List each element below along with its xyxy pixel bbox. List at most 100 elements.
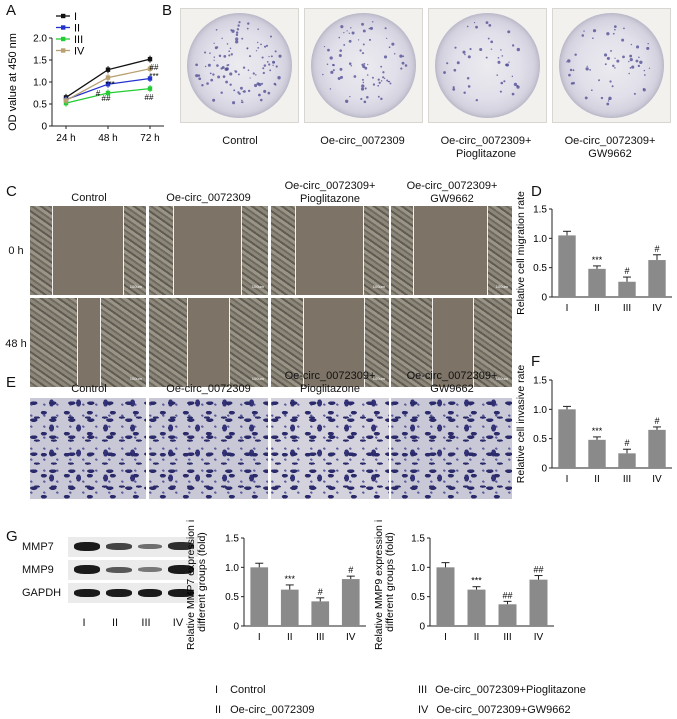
colony-dot [246, 47, 249, 50]
colony-dot [195, 63, 198, 67]
colony-dot [348, 62, 352, 65]
colony-dots [195, 21, 651, 106]
x-tick-label: I [444, 632, 447, 643]
colony-dot [216, 64, 219, 67]
colony-dot [266, 60, 269, 63]
colony-dot [400, 67, 403, 70]
colony-dot [235, 33, 239, 37]
colony-dot [487, 37, 490, 40]
y-tick-label: 0 [419, 622, 425, 633]
x-tick-label: 24 h [56, 133, 75, 144]
x-tick-label: IV [534, 632, 544, 643]
colony-dot [351, 31, 355, 35]
colony-dot [221, 37, 223, 40]
colony-dot [235, 31, 239, 34]
colony-dot [361, 52, 365, 55]
colony-dot [503, 80, 506, 83]
colony-dot [343, 32, 345, 34]
bar [588, 268, 606, 297]
colony-dot [629, 66, 632, 69]
colony-dot [497, 57, 500, 59]
colony-dot [469, 47, 472, 51]
colony-dot [262, 67, 265, 70]
wb-lane-4: IV [172, 617, 184, 629]
y-axis-title: Relative cell migration rate [515, 191, 527, 315]
colony-dot [466, 25, 469, 28]
scale-bar-label: 100um [495, 284, 508, 289]
colony-dot [377, 78, 380, 81]
colony-dot [505, 63, 510, 67]
y-tick-label: 0 [233, 622, 239, 633]
colony-dot [348, 39, 352, 43]
colony-dot [261, 56, 264, 59]
y-axis-title: Relative MMP9 expression in [373, 520, 385, 650]
wound-image-0h-oe: 100um [149, 206, 268, 295]
colony-dot [359, 49, 362, 52]
colony-dot [453, 68, 457, 72]
x-tick-label: I [258, 632, 261, 643]
colony-dot [267, 91, 271, 95]
colony-dot [629, 54, 633, 58]
significance-label: *** [592, 255, 603, 265]
colony-dot [235, 37, 239, 41]
colony-dot [452, 87, 456, 91]
colony-dot [229, 83, 232, 86]
bar [618, 281, 636, 297]
colony-dot [467, 85, 471, 88]
significance-label: # [96, 89, 101, 98]
colony-dot [204, 51, 207, 54]
colony-dot [386, 37, 388, 39]
colony-dot [380, 65, 383, 68]
wb-label-gapdh: GAPDH [22, 587, 62, 599]
caption-c-oe-pio: Oe-circ_0072309+ Pioglitazone [284, 180, 376, 205]
chart-g-mmp9: 00.51.01.5I II***III##IV##Relative MMP9 e… [373, 520, 554, 650]
caption-e-oe: Oe-circ_0072309 [166, 383, 251, 395]
colony-dot [242, 90, 244, 93]
significance-label: # [318, 587, 323, 597]
colony-dot [213, 56, 216, 58]
colony-dot [567, 59, 571, 63]
significance-label: # [348, 565, 353, 575]
colony-dot [592, 37, 594, 40]
colony-dot [237, 91, 240, 94]
colony-dot [238, 21, 241, 24]
colony-dot [231, 29, 235, 33]
colony-dot [337, 77, 341, 80]
colony-dot [367, 63, 369, 66]
colony-dot [344, 99, 349, 103]
colony-dot [581, 34, 585, 37]
legend-marker [61, 48, 66, 53]
x-tick-label: III [503, 632, 511, 643]
colony-dot [340, 75, 344, 79]
colony-dot [220, 67, 223, 70]
x-tick-label: IV [346, 632, 356, 643]
x-tick-label: II [287, 632, 293, 643]
colony-dot [614, 57, 616, 59]
invasion-image-control [30, 398, 146, 499]
colony-dot [511, 75, 514, 78]
significance-label: *** [284, 574, 295, 584]
colony-dot [350, 64, 352, 67]
colony-dot [590, 89, 593, 92]
colony-dot [274, 50, 277, 53]
colony-dot [327, 48, 330, 52]
colony-dot [322, 73, 324, 76]
panel-label-e: E [6, 374, 17, 391]
colony-dot [589, 69, 591, 71]
bar [311, 601, 330, 626]
colony-dot [628, 72, 630, 75]
colony-dot [446, 62, 449, 65]
colony-dot [630, 43, 633, 46]
colony-dot [467, 55, 471, 59]
colony-dot [380, 97, 383, 101]
significance-label: # [654, 244, 659, 254]
y-tick-label: 0.5 [411, 592, 425, 603]
caption-c-oe: Oe-circ_0072309 [166, 192, 251, 204]
colony-dot [382, 76, 385, 79]
colony-dish-oe-gw9662 [552, 8, 671, 123]
x-tick-label: I [566, 474, 569, 485]
data-point [147, 76, 153, 81]
x-tick-label: I [566, 303, 569, 314]
colony-dot [463, 91, 466, 94]
legend-label: III [74, 34, 83, 46]
